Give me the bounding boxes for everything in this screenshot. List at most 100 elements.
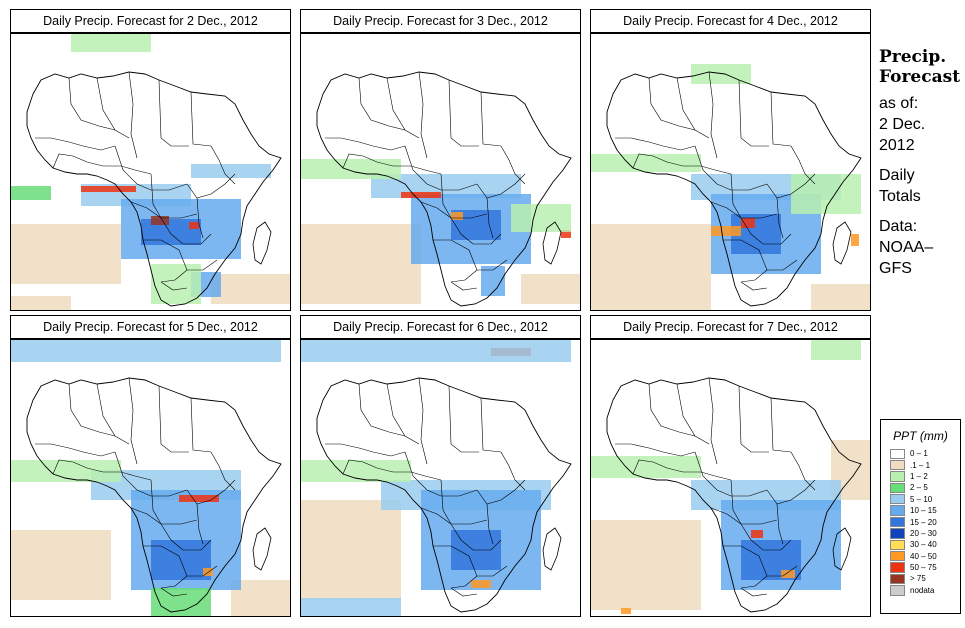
country-border <box>708 377 718 465</box>
precip-map <box>10 33 291 311</box>
legend-swatch <box>890 573 905 585</box>
dry-area <box>301 500 401 600</box>
country-border <box>68 383 116 437</box>
legend-item: 5 – 10 <box>890 494 960 505</box>
country-border <box>776 197 784 239</box>
country-border <box>615 137 696 151</box>
country-border <box>770 91 792 147</box>
country-border <box>790 145 816 185</box>
precip-area <box>71 34 151 52</box>
country-border <box>740 217 792 245</box>
precip-area <box>11 186 51 200</box>
country-border <box>632 459 732 481</box>
map-canvas <box>591 64 870 310</box>
precip-area <box>591 456 701 478</box>
legend-label: 15 – 20 <box>910 517 937 527</box>
legend-swatch <box>890 482 905 494</box>
country-border <box>160 523 212 551</box>
country-border <box>196 197 204 239</box>
precip-area <box>189 222 199 229</box>
country-border <box>448 79 479 147</box>
panel-title: Daily Precip. Forecast for 3 Dec., 2012 <box>300 9 581 33</box>
precip-area <box>621 608 631 614</box>
country-border <box>187 565 218 577</box>
country-border <box>190 397 212 453</box>
precip-area <box>301 460 411 482</box>
legend-item: 40 – 50 <box>890 551 960 562</box>
title-forecast: Forecast <box>879 67 961 87</box>
precip-area <box>151 216 169 225</box>
totals-label: Totals <box>879 188 921 205</box>
country-border <box>476 173 526 199</box>
island-outline <box>542 221 562 265</box>
country-border <box>723 545 768 589</box>
dry-area <box>11 224 121 284</box>
title-precip: Precip. <box>879 47 947 67</box>
country-border <box>158 79 189 147</box>
country-border <box>480 397 502 453</box>
country-border <box>648 77 696 131</box>
precip-area <box>591 154 701 172</box>
country-border <box>420 201 452 219</box>
country-border <box>766 173 816 199</box>
country-border <box>325 137 406 151</box>
daily-label: Daily <box>879 167 915 184</box>
data-source-model: GFS <box>879 260 912 277</box>
country-border <box>766 479 816 505</box>
country-border <box>210 451 236 491</box>
country-border <box>615 443 696 457</box>
country-border <box>160 217 212 245</box>
country-border <box>196 503 204 545</box>
country-border <box>448 385 479 453</box>
country-border <box>128 377 138 465</box>
precip-map <box>590 33 871 311</box>
legend-swatch <box>890 505 905 516</box>
country-border <box>776 503 784 545</box>
precip-area <box>401 192 441 198</box>
country-border <box>130 507 162 525</box>
precip-map <box>300 339 581 617</box>
country-border <box>694 451 768 497</box>
precip-area <box>791 174 861 214</box>
country-border <box>187 259 218 271</box>
as-of-date: 2 Dec. <box>879 116 926 133</box>
country-border <box>342 459 442 481</box>
country-border <box>143 545 188 589</box>
legend-item: 1 – 2 <box>890 471 960 482</box>
country-border <box>52 153 152 175</box>
country-border <box>486 503 494 545</box>
country-border <box>158 385 189 453</box>
precip-area <box>711 226 741 236</box>
precip-area <box>751 530 763 538</box>
precip-area <box>81 186 136 192</box>
precip-area <box>203 568 213 576</box>
legend-item: 30 – 40 <box>890 539 960 551</box>
country-border <box>358 77 406 131</box>
precip-area <box>811 340 861 360</box>
map-canvas <box>591 340 870 614</box>
legend-label: 20 – 30 <box>910 528 937 538</box>
country-border <box>723 239 768 283</box>
country-border <box>790 451 816 491</box>
precip-area <box>511 204 571 232</box>
map-canvas <box>301 340 572 616</box>
precip-map <box>10 339 291 617</box>
legend-swatch <box>890 562 905 573</box>
legend-item: > 75 <box>890 573 960 585</box>
legend-label: 2 – 5 <box>910 483 928 493</box>
country-border <box>676 383 710 445</box>
precip-area <box>301 340 571 362</box>
country-border <box>477 565 508 577</box>
legend-label: 1 – 2 <box>910 471 928 481</box>
precip-area <box>471 580 491 588</box>
country-border <box>632 153 732 175</box>
precip-area <box>11 340 281 362</box>
legend-label: 30 – 40 <box>910 540 937 550</box>
country-border <box>114 451 188 497</box>
legend-swatch <box>890 448 905 459</box>
legend-swatch <box>890 528 905 539</box>
legend-label: nodata <box>910 585 935 595</box>
country-border <box>477 259 508 271</box>
precip-area <box>451 212 463 220</box>
